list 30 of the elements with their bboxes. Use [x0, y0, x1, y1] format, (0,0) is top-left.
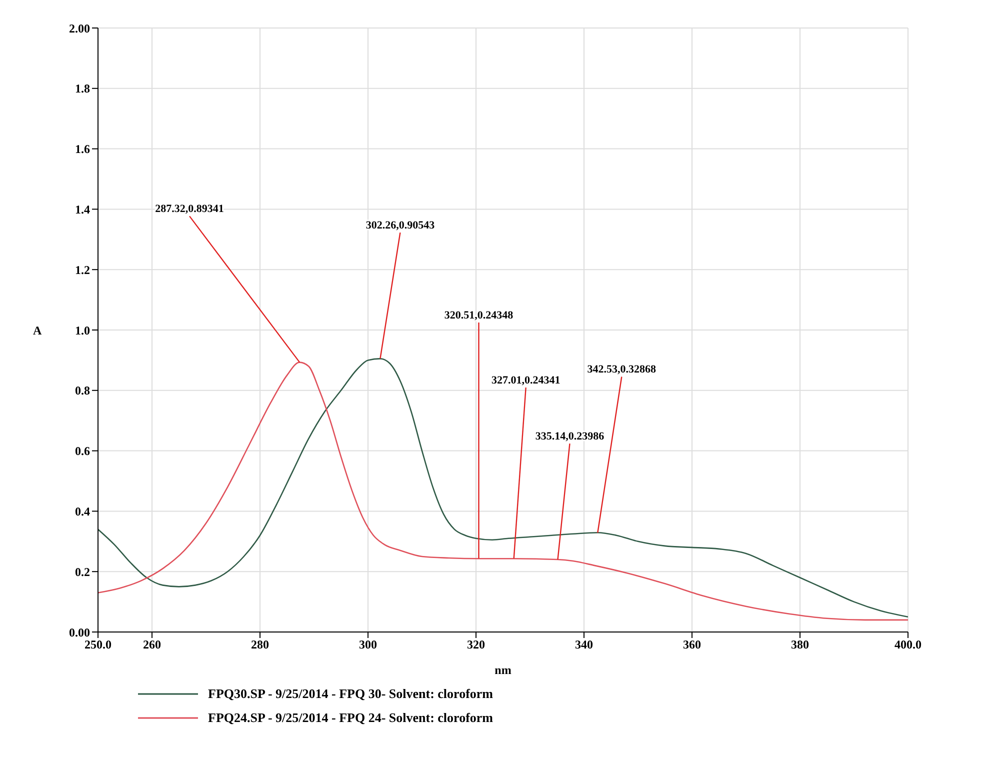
y-tick-label: 1.8 [75, 82, 90, 96]
y-tick-label: 1.4 [75, 202, 90, 216]
y-tick-label: 1.0 [75, 323, 90, 338]
y-axis-title: A [33, 323, 42, 338]
y-tick-label: 0.4 [75, 504, 90, 518]
x-tick-label: 340 [575, 638, 593, 652]
x-tick-label: 280 [251, 638, 269, 652]
annotation: 335.14,0.23986 [535, 430, 605, 443]
y-tick-label: 0.00 [69, 625, 90, 640]
y-tick-label: 1.6 [75, 142, 90, 156]
y-tick-label: 0.8 [75, 384, 90, 398]
y-tick-label: 0.6 [75, 444, 90, 458]
legend-label: FPQ30.SP - 9/25/2014 - FPQ 30- Solvent: cloroform [208, 686, 493, 702]
annotation: 327.01,0.24341 [491, 374, 560, 386]
annotation: 287.32,0.89341 [155, 203, 224, 216]
annotation: 320.51,0.24348 [444, 309, 514, 322]
x-tick-label: 260 [143, 638, 161, 652]
x-tick-label: 300 [359, 638, 377, 652]
x-tick-label: 320 [467, 638, 485, 652]
x-tick-label: 380 [791, 638, 809, 652]
x-axis-title: nm [494, 663, 512, 677]
annotation: 342.53,0.32868 [587, 364, 657, 376]
y-tick-label: 0.2 [75, 564, 90, 579]
x-tick-label: 400.0 [894, 638, 922, 652]
y-tick-label: 2.00 [69, 21, 90, 36]
annotation: 302.26,0.90543 [366, 220, 436, 232]
x-tick-label: 360 [683, 638, 701, 652]
x-tick-label: 250.0 [84, 638, 112, 652]
y-tick-label: 1.2 [75, 262, 90, 277]
legend-label: FPQ24.SP - 9/25/2014 - FPQ 24- Solvent: cloroform [208, 710, 493, 726]
